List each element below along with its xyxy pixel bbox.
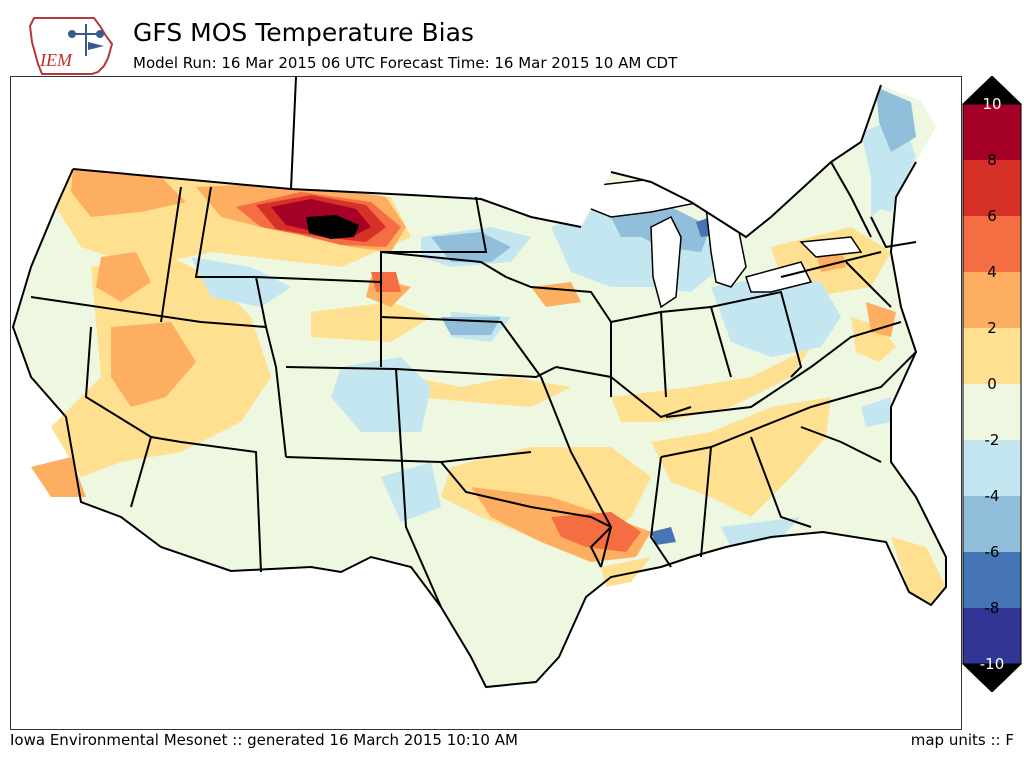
temperature-bias-map xyxy=(10,76,962,730)
map-title: GFS MOS Temperature Bias xyxy=(133,18,474,47)
colorbar-tick-label: 0 xyxy=(987,375,997,393)
colorbar-swatch xyxy=(963,496,1021,552)
weather-station-icon xyxy=(68,24,104,56)
bias-over-10-regions xyxy=(306,215,359,239)
colorbar-swatch xyxy=(963,384,1021,440)
colorbar-tick-label: -4 xyxy=(984,487,1000,505)
colorbar xyxy=(962,76,1023,692)
colorbar-swatch xyxy=(963,160,1021,216)
colorbar-tick-label: 4 xyxy=(987,263,997,281)
colorbar-swatch xyxy=(963,552,1021,608)
colorbar-swatch xyxy=(963,440,1021,496)
colorbar-swatch xyxy=(963,104,1021,160)
map-units-label: map units :: F xyxy=(910,731,1014,749)
colorbar-tick-label: -8 xyxy=(984,599,1000,617)
footer-credit: Iowa Environmental Mesonet :: generated … xyxy=(10,731,518,749)
state-boundaries xyxy=(11,77,947,689)
iem-logo: IEM xyxy=(28,17,114,75)
colorbar-tick-label: 2 xyxy=(987,319,997,337)
colorbar-under-triangle xyxy=(962,663,1023,692)
logo-text: IEM xyxy=(39,50,73,70)
map-subtitle: Model Run: 16 Mar 2015 06 UTC Forecast T… xyxy=(133,54,678,72)
colorbar-tick-label: -10 xyxy=(979,655,1005,673)
colorbar-swatch xyxy=(963,608,1021,664)
foreign-land xyxy=(11,77,961,729)
colorbar-tick-label: 6 xyxy=(987,207,997,225)
colorbar-tick-label: 10 xyxy=(982,95,1002,113)
colorbar-tick-label: 8 xyxy=(987,151,997,169)
colorbar-swatch xyxy=(963,216,1021,272)
colorbar-tick-label: -6 xyxy=(984,543,1000,561)
colorbar-swatch xyxy=(963,328,1021,384)
colorbar-tick-label: -2 xyxy=(984,431,1000,449)
colorbar-swatch xyxy=(963,272,1021,328)
